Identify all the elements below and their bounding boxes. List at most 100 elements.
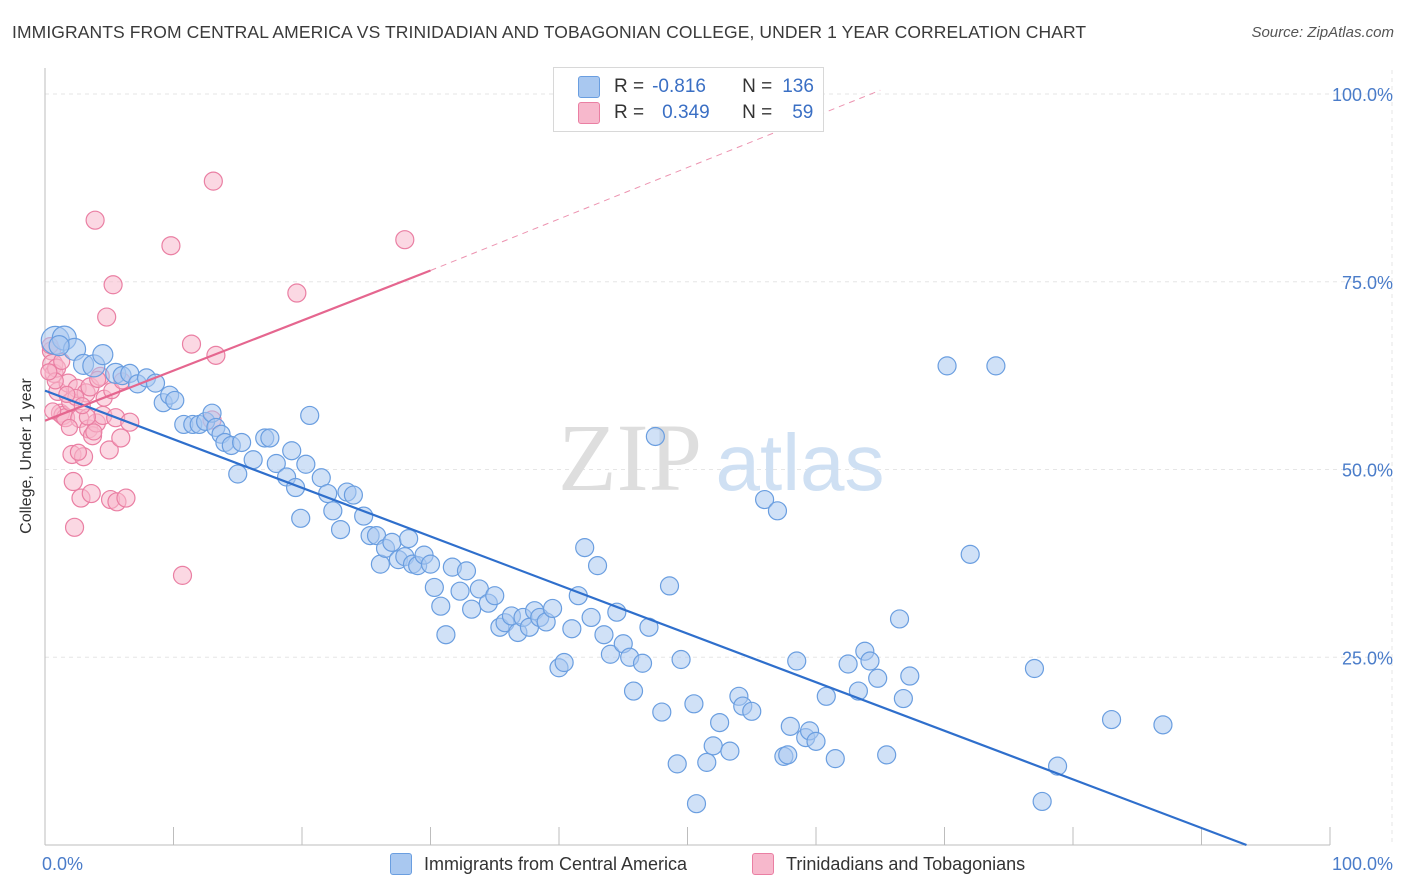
pink-point bbox=[85, 423, 103, 441]
blue-point bbox=[462, 599, 482, 619]
blue-point bbox=[485, 586, 505, 606]
blue-point bbox=[1101, 709, 1122, 730]
blue-point bbox=[868, 668, 888, 688]
pink-trend-line bbox=[44, 269, 431, 422]
pink-point bbox=[60, 418, 79, 437]
legend-row-blue: R = -0.816 N = 136 bbox=[578, 75, 814, 99]
blue-point bbox=[778, 745, 798, 765]
blue-point bbox=[652, 702, 672, 722]
blue-point bbox=[937, 356, 957, 376]
pink-point bbox=[287, 283, 307, 303]
pink-trend-extension bbox=[430, 89, 881, 271]
pink-point bbox=[40, 363, 58, 381]
pink-point bbox=[69, 443, 88, 461]
blue-point bbox=[260, 428, 280, 448]
legend-r-value: -0.816 bbox=[652, 76, 706, 97]
pink-point bbox=[44, 402, 62, 420]
legend-row-pink: R = 0.349 N = 59 bbox=[578, 101, 813, 125]
trend-lines bbox=[44, 89, 1247, 847]
blue-point bbox=[960, 544, 980, 564]
pink-point bbox=[97, 307, 117, 327]
blue-point bbox=[424, 577, 444, 598]
blue-point bbox=[456, 561, 477, 581]
blue-point bbox=[165, 390, 185, 411]
blue-point bbox=[860, 651, 880, 671]
blue-point bbox=[92, 344, 114, 366]
source-credit: Source: ZipAtlas.com bbox=[1251, 24, 1394, 41]
legend-r-label: R = bbox=[614, 102, 645, 123]
legend-n-label: N = bbox=[742, 76, 773, 97]
blue-point bbox=[900, 666, 920, 686]
blue-point bbox=[1024, 658, 1045, 679]
legend-label: Immigrants from Central America bbox=[424, 853, 688, 874]
blue-point bbox=[893, 688, 913, 709]
blue-point bbox=[659, 576, 680, 596]
blue-point bbox=[450, 581, 470, 601]
legend-n-value: 59 bbox=[792, 102, 814, 123]
blue-point bbox=[710, 712, 730, 733]
pink-point bbox=[181, 334, 202, 354]
blue-point bbox=[48, 334, 70, 357]
watermark: ZIP atlas bbox=[558, 404, 884, 511]
blue-point bbox=[587, 556, 608, 576]
blue-point bbox=[581, 607, 601, 628]
pink-point bbox=[99, 440, 119, 460]
blue-point bbox=[554, 652, 574, 673]
pink-swatch-icon bbox=[752, 853, 774, 875]
correlation-legend: R = -0.816 N = 136 R = 0.349 N = 59 bbox=[553, 67, 824, 132]
legend-r-value: 0.349 bbox=[662, 102, 710, 123]
blue-point bbox=[816, 686, 836, 706]
blue-point bbox=[742, 701, 762, 721]
x-tick-label: 0.0% bbox=[42, 854, 83, 874]
pink-point bbox=[103, 275, 123, 295]
y-tick-label: 50.0% bbox=[1342, 461, 1393, 481]
blue-point bbox=[623, 681, 644, 701]
blue-point bbox=[787, 651, 807, 671]
blue-point bbox=[382, 532, 402, 552]
blue-point bbox=[671, 649, 691, 670]
blue-point bbox=[282, 441, 302, 461]
blue-point bbox=[266, 453, 286, 474]
blue-point bbox=[825, 749, 845, 769]
pink-point bbox=[206, 345, 226, 365]
blue-point bbox=[754, 489, 775, 510]
y-tick-label: 75.0% bbox=[1342, 273, 1393, 293]
blue-point bbox=[632, 653, 653, 673]
legend-item-central-america: Immigrants from Central America bbox=[390, 851, 687, 877]
blue-point bbox=[300, 405, 320, 426]
pink-point bbox=[64, 517, 85, 537]
x-tick-label: 100.0% bbox=[1332, 854, 1393, 874]
blue-point bbox=[697, 752, 717, 772]
pink-point bbox=[85, 210, 105, 230]
pink-point bbox=[63, 471, 83, 492]
tick-labels: 25.0% 50.0% 75.0% 100.0% 0.0% 100.0% bbox=[42, 85, 1393, 874]
blue-point bbox=[686, 794, 707, 814]
blue-point bbox=[575, 538, 595, 558]
blue-point bbox=[562, 619, 582, 639]
blue-point bbox=[806, 731, 826, 751]
blue-point bbox=[1047, 756, 1068, 776]
blue-point bbox=[684, 694, 704, 714]
blue-point bbox=[323, 501, 343, 521]
pink-point bbox=[172, 565, 193, 585]
pink-point bbox=[81, 483, 101, 504]
blue-series-points bbox=[40, 325, 1173, 814]
blue-point bbox=[703, 736, 723, 756]
blue-point bbox=[645, 426, 665, 447]
watermark-zip: ZIP bbox=[558, 404, 702, 511]
legend-label: Trinidadians and Tobagonians bbox=[786, 853, 1026, 874]
blue-point bbox=[436, 625, 456, 645]
blue-point bbox=[399, 528, 419, 549]
blue-point bbox=[291, 508, 311, 528]
blue-point bbox=[720, 741, 740, 761]
legend-item-trinidadians: Trinidadians and Tobagonians bbox=[752, 851, 1025, 877]
blue-point bbox=[343, 485, 363, 505]
blue-point bbox=[228, 464, 248, 484]
blue-point bbox=[877, 745, 897, 765]
blue-point bbox=[232, 432, 252, 453]
pink-point bbox=[203, 171, 223, 191]
blue-point bbox=[420, 554, 441, 574]
pink-swatch-icon bbox=[578, 102, 600, 124]
blue-point bbox=[542, 598, 563, 619]
